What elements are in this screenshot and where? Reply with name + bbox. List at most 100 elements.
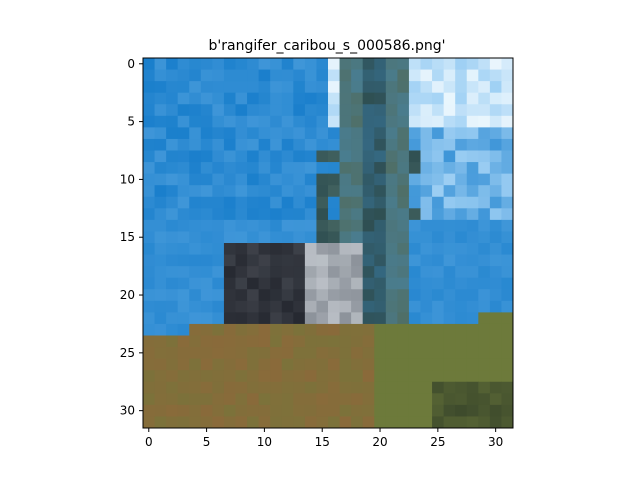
- image-pixel: [270, 208, 283, 221]
- image-pixel: [247, 127, 260, 140]
- image-pixel: [212, 162, 225, 175]
- image-pixel: [293, 138, 306, 151]
- image-pixel: [281, 381, 294, 394]
- image-pixel: [143, 335, 156, 348]
- image-pixel: [316, 416, 329, 429]
- image-pixel: [166, 289, 179, 302]
- image-pixel: [143, 300, 156, 313]
- image-pixel: [177, 266, 190, 279]
- image-pixel: [258, 312, 271, 325]
- image-pixel: [304, 335, 317, 348]
- image-pixel: [316, 69, 329, 82]
- image-pixel: [478, 404, 491, 417]
- image-pixel: [235, 381, 248, 394]
- image-pixel: [466, 277, 479, 290]
- image-pixel: [293, 150, 306, 163]
- image-pixel: [374, 115, 387, 128]
- image-pixel: [420, 127, 433, 140]
- image-pixel: [351, 323, 364, 336]
- image-pixel: [281, 196, 294, 209]
- image-pixel: [501, 162, 514, 175]
- image-pixel: [235, 69, 248, 82]
- image-pixel: [443, 173, 456, 186]
- image-pixel: [316, 58, 329, 71]
- image-pixel: [304, 219, 317, 232]
- image-pixel: [351, 219, 364, 232]
- image-pixel: [223, 115, 236, 128]
- image-pixel: [154, 231, 167, 244]
- image-pixel: [432, 173, 445, 186]
- image-pixel: [293, 347, 306, 360]
- image-pixel: [339, 150, 352, 163]
- image-pixel: [339, 115, 352, 128]
- image-pixel: [316, 92, 329, 105]
- image-pixel: [478, 58, 491, 71]
- image-pixel: [189, 370, 202, 383]
- image-pixel: [432, 92, 445, 105]
- image-pixel: [235, 266, 248, 279]
- image-pixel: [189, 92, 202, 105]
- image-pixel: [420, 370, 433, 383]
- image-pixel: [489, 208, 502, 221]
- image-pixel: [385, 162, 398, 175]
- image-pixel: [339, 92, 352, 105]
- image-pixel: [328, 393, 341, 406]
- image-pixel: [443, 254, 456, 267]
- image-pixel: [385, 127, 398, 140]
- image-pixel: [177, 173, 190, 186]
- image-pixel: [328, 370, 341, 383]
- image-pixel: [189, 266, 202, 279]
- image-pixel: [258, 231, 271, 244]
- image-pixel: [235, 347, 248, 360]
- image-pixel: [432, 277, 445, 290]
- image-pixel: [189, 289, 202, 302]
- image-pixel: [443, 81, 456, 94]
- image-pixel: [478, 104, 491, 117]
- image-pixel: [466, 254, 479, 267]
- image-pixel: [212, 127, 225, 140]
- image-pixel: [200, 323, 213, 336]
- image-pixel: [212, 416, 225, 429]
- image-pixel: [223, 404, 236, 417]
- image-pixel: [374, 254, 387, 267]
- image-pixel: [223, 58, 236, 71]
- image-pixel: [362, 81, 375, 94]
- y-tick-label: 10: [120, 172, 135, 186]
- image-pixel: [304, 323, 317, 336]
- image-pixel: [189, 404, 202, 417]
- image-pixel: [455, 173, 468, 186]
- image-pixel: [293, 127, 306, 140]
- image-pixel: [432, 266, 445, 279]
- image-pixel: [143, 289, 156, 302]
- image-pixel: [143, 266, 156, 279]
- image-pixel: [235, 323, 248, 336]
- image-pixel: [351, 266, 364, 279]
- image-pixel: [200, 254, 213, 267]
- image-pixel: [328, 150, 341, 163]
- image-pixel: [258, 370, 271, 383]
- image-pixel: [177, 254, 190, 267]
- image-pixel: [316, 358, 329, 371]
- image-pixel: [328, 358, 341, 371]
- image-pixel: [212, 404, 225, 417]
- image-pixel: [212, 312, 225, 325]
- image-pixel: [339, 335, 352, 348]
- image-pixel: [293, 404, 306, 417]
- image-pixel: [339, 370, 352, 383]
- image-pixel: [432, 208, 445, 221]
- image-pixel: [420, 289, 433, 302]
- image-pixel: [397, 416, 410, 429]
- image-pixel: [489, 58, 502, 71]
- image-pixel: [258, 381, 271, 394]
- image-pixel: [397, 358, 410, 371]
- image-pixel: [339, 393, 352, 406]
- image-pixel: [489, 115, 502, 128]
- image-pixel: [316, 323, 329, 336]
- image-pixel: [351, 185, 364, 198]
- image-pixel: [397, 254, 410, 267]
- image-pixel: [189, 162, 202, 175]
- image-pixel: [270, 266, 283, 279]
- image-pixel: [397, 58, 410, 71]
- image-pixel: [223, 185, 236, 198]
- image-pixel: [223, 138, 236, 151]
